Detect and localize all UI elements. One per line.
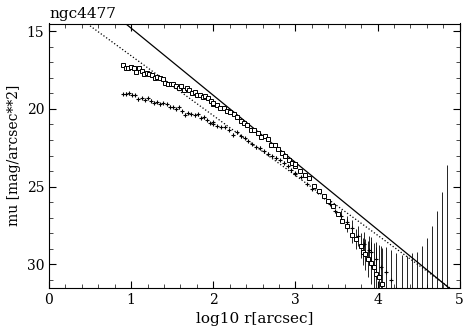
X-axis label: log10 r[arcsec]: log10 r[arcsec] [195,312,313,326]
Text: ngc4477: ngc4477 [49,7,116,21]
Y-axis label: mu [mag/arcsec**2]: mu [mag/arcsec**2] [7,85,21,226]
